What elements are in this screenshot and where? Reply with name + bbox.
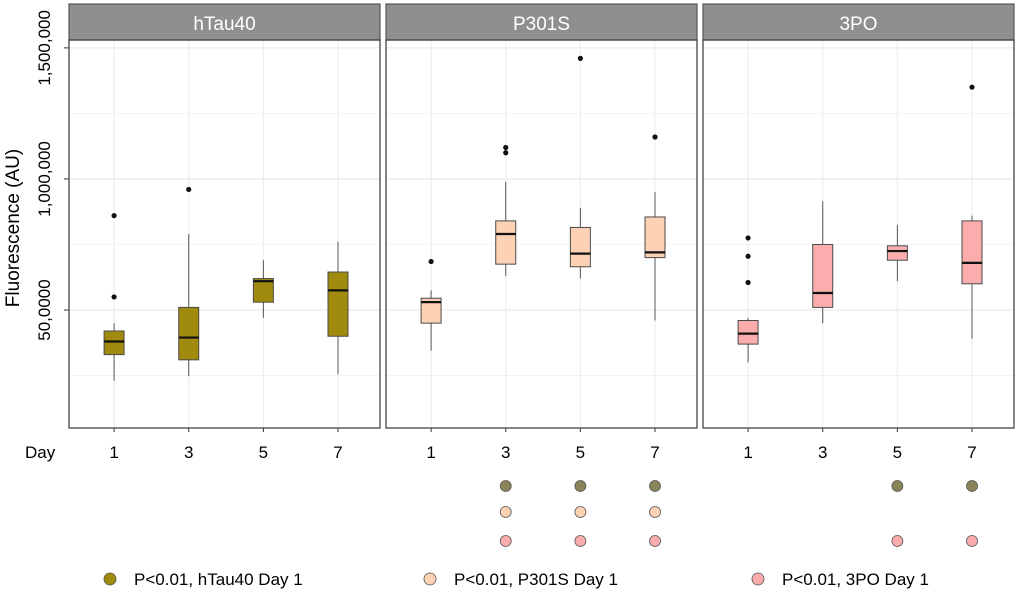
box-htau40-day-1 (103, 213, 125, 381)
box-iqr (737, 320, 759, 345)
significance-dot-htau40 (649, 480, 661, 492)
outlier-point (745, 279, 751, 286)
y-tick-label: 1,000,000 (35, 141, 54, 217)
x-tick-label: 7 (333, 443, 342, 462)
panel-p301s: P301S 1 3 5 7 (385, 3, 698, 547)
outlier-point (111, 213, 117, 219)
significance-dot-p301s (574, 506, 587, 518)
box-3po-day-1 (737, 235, 759, 363)
box-p301s-day-7 (644, 134, 666, 321)
outlier-point (745, 235, 751, 241)
significance-dot-3po (649, 535, 661, 547)
box-iqr (420, 297, 442, 324)
outlier-point (111, 294, 117, 300)
significance-dot-3po (574, 535, 587, 547)
y-axis-title: Fluorescence (AU) (3, 149, 24, 307)
legend-item-3po: P<0.01, 3PO Day 1 (751, 570, 929, 589)
x-tick-label: 5 (893, 443, 902, 462)
outlier-point (969, 84, 975, 90)
x-tick-label: 1 (743, 443, 752, 462)
outlier-point (503, 144, 509, 151)
x-tick-label: 7 (650, 443, 659, 462)
strip-header (68, 3, 381, 41)
box-3po-day-5 (886, 224, 908, 282)
box-iqr (644, 216, 666, 259)
y-tick-label: 50,0000 (35, 279, 54, 340)
box-iqr (327, 271, 349, 337)
x-tick-label: 5 (259, 443, 268, 462)
box-iqr (569, 226, 591, 268)
box-iqr (495, 220, 517, 265)
significance-dot-htau40 (574, 480, 587, 492)
x-tick-label: 1 (109, 443, 118, 462)
legend-marker (751, 572, 765, 586)
legend-label: P<0.01, P301S Day 1 (454, 570, 618, 589)
panel-border (385, 39, 698, 429)
y-tick-label: 1,500,000 (35, 10, 54, 86)
panel-background (69, 40, 380, 428)
strip-label-p301s: P301S (513, 14, 570, 35)
outlier-point (577, 55, 583, 61)
box-iqr (103, 330, 125, 356)
strip-header (385, 3, 698, 41)
significance-dot-p301s (499, 506, 512, 518)
outlier-point (428, 258, 434, 265)
box-p301s-day-5 (569, 55, 591, 279)
significance-dot-3po (891, 535, 904, 547)
x-tick-label: 1 (426, 443, 435, 462)
box-iqr (252, 278, 274, 303)
x-tick-label: 5 (576, 443, 585, 462)
box-iqr (812, 243, 834, 308)
outlier-point (745, 253, 751, 259)
box-3po-day-7 (961, 84, 983, 339)
panel-3po: 3PO 1 3 5 7 (702, 3, 1015, 547)
box-iqr (961, 220, 983, 285)
box-3po-day-3 (812, 201, 834, 324)
box-iqr (178, 306, 200, 361)
outlier-point (652, 134, 658, 140)
legend-item-p301s: P<0.01, P301S Day 1 (423, 570, 618, 589)
x-axis-title: Day (25, 443, 56, 462)
significance-dot-htau40 (891, 480, 904, 492)
outlier-point (503, 150, 509, 156)
legend-marker (423, 572, 437, 586)
panel-border (68, 39, 381, 429)
legend-label: P<0.01, hTau40 Day 1 (134, 570, 303, 589)
x-tick-label: 3 (818, 443, 827, 462)
box-htau40-day-5 (252, 260, 274, 318)
legend-item-htau40: P<0.01, hTau40 Day 1 (103, 570, 303, 589)
x-tick-label: 3 (184, 443, 193, 462)
significance-dot-p301s (649, 506, 661, 518)
significance-dot-htau40 (499, 480, 512, 492)
box-p301s-day-1 (420, 258, 442, 351)
panel-htau40: hTau40 1 3 5 7 (68, 3, 381, 462)
significance-dot-3po (499, 535, 512, 547)
legend-marker (103, 572, 117, 586)
box-htau40-day-7 (327, 241, 349, 375)
strip-header (702, 3, 1015, 41)
box-htau40-day-3 (178, 186, 200, 377)
strip-label-3po: 3PO (839, 14, 877, 35)
strip-label-htau40: hTau40 (193, 14, 255, 35)
x-tick-label: 3 (501, 443, 510, 462)
box-iqr (886, 245, 908, 261)
significance-dot-htau40 (966, 480, 978, 492)
legend-label: P<0.01, 3PO Day 1 (782, 570, 929, 589)
box-p301s-day-3 (495, 144, 517, 276)
panel-border (702, 39, 1015, 429)
outlier-point (186, 186, 192, 193)
x-tick-label: 7 (967, 443, 976, 462)
significance-dot-3po (966, 535, 978, 547)
